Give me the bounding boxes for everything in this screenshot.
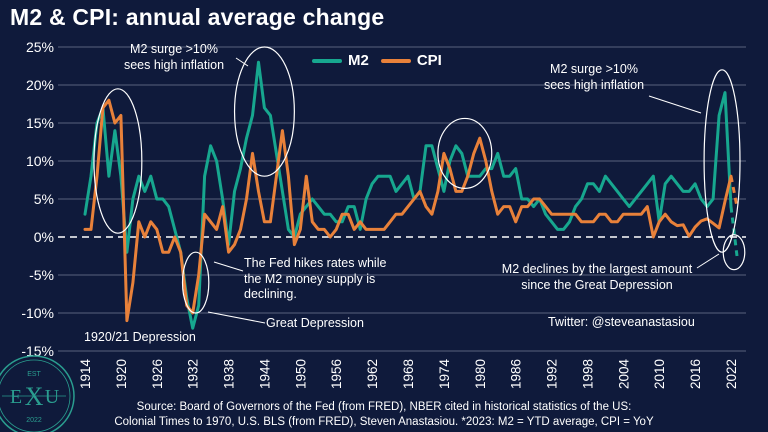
logo-year: 2022 bbox=[26, 417, 42, 424]
x-tick-label: 2016 bbox=[688, 359, 703, 389]
chart-title: M2 & CPI: annual average change bbox=[10, 4, 385, 30]
cpi-line-swatch bbox=[380, 58, 411, 63]
legend: M2 CPI bbox=[312, 52, 442, 69]
logo-letter-x: X bbox=[25, 382, 44, 411]
y-tick-label: 15% bbox=[26, 115, 54, 131]
annotation-m2-surge-left: M2 surge >10% sees high inflation bbox=[123, 42, 225, 72]
source-line-1: Source: Board of Governors of the Fed (f… bbox=[136, 401, 632, 413]
y-tick-label: 0% bbox=[34, 229, 54, 245]
x-tick-label: 2004 bbox=[616, 359, 631, 390]
x-tick-label: 1938 bbox=[222, 359, 237, 389]
m2-line bbox=[83, 60, 733, 330]
y-tick-label: 5% bbox=[34, 191, 54, 207]
annotation-great-depression: Great Depression bbox=[266, 316, 364, 330]
logo-est: EST bbox=[27, 371, 41, 378]
x-tick-label: 1914 bbox=[78, 359, 93, 390]
source-line-2: Colonial Times to 1970, U.S. BLS (from F… bbox=[114, 416, 654, 428]
legend-item-m2: M2 bbox=[312, 52, 369, 69]
x-tick-label: 1950 bbox=[293, 359, 308, 389]
legend-label-cpi: CPI bbox=[416, 52, 442, 69]
x-tick-label: 1980 bbox=[473, 359, 488, 389]
highlight-ellipse bbox=[722, 234, 746, 271]
y-tick-label: 20% bbox=[26, 77, 54, 93]
x-tick-label: 2022 bbox=[724, 359, 739, 389]
annotation-connector bbox=[648, 95, 702, 114]
annotation-1920-depression: 1920/21 Depression bbox=[84, 330, 196, 344]
cpi-line bbox=[83, 98, 733, 323]
annotation-m2-surge-right: M2 surge >10% sees high inflation bbox=[543, 62, 645, 92]
x-tick-label: 1962 bbox=[365, 359, 380, 389]
highlight-ellipse bbox=[703, 69, 741, 253]
annotation-connector bbox=[207, 311, 266, 324]
twitter-handle: Twitter: @steveanastasiou bbox=[548, 315, 695, 329]
y-tick-label: -15% bbox=[21, 343, 54, 359]
highlight-ellipse bbox=[181, 251, 210, 314]
legend-label-m2: M2 bbox=[348, 52, 369, 69]
x-tick-label: 1998 bbox=[580, 359, 595, 389]
annotation-connector bbox=[696, 253, 720, 269]
y-tick-label: -5% bbox=[29, 267, 54, 283]
logo-letter-e: E bbox=[10, 386, 22, 408]
highlight-ellipse bbox=[93, 88, 143, 234]
y-tick-label: -10% bbox=[21, 305, 54, 321]
x-tick-label: 1992 bbox=[545, 359, 560, 389]
legend-item-cpi: CPI bbox=[380, 52, 442, 69]
x-tick-label: 1974 bbox=[437, 359, 452, 390]
logo-letter-u: U bbox=[45, 386, 60, 408]
x-tick-label: 1944 bbox=[257, 359, 272, 390]
exu-logo: E X U EST 2022 bbox=[0, 355, 75, 432]
y-tick-label: 25% bbox=[26, 39, 54, 55]
cpi-line-dashed bbox=[729, 175, 739, 207]
annotation-connector bbox=[235, 57, 249, 67]
annotation-fed-hikes: The Fed hikes rates while the M2 money s… bbox=[244, 256, 387, 302]
x-tick-label: 1968 bbox=[401, 359, 416, 389]
x-tick-label: 1986 bbox=[509, 359, 524, 389]
x-tick-label: 1920 bbox=[114, 359, 129, 389]
highlight-ellipse bbox=[233, 46, 295, 177]
x-tick-label: 1926 bbox=[150, 359, 165, 389]
x-tick-label: 2010 bbox=[652, 359, 667, 389]
y-tick-label: 10% bbox=[26, 153, 54, 169]
m2-line-swatch bbox=[312, 58, 342, 63]
highlight-ellipse bbox=[437, 117, 493, 189]
annotation-connector bbox=[213, 261, 244, 272]
x-tick-label: 1956 bbox=[329, 359, 344, 389]
annotation-m2-declines: M2 declines by the largest amount since … bbox=[501, 262, 693, 292]
x-tick-label: 1932 bbox=[186, 359, 201, 389]
